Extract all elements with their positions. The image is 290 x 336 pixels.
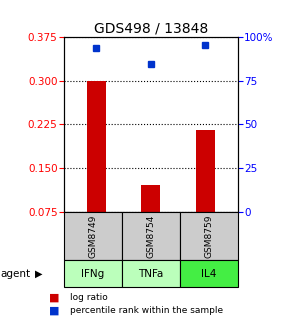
Text: ■: ■: [49, 306, 60, 316]
Bar: [87, 81, 106, 212]
Text: IL4: IL4: [201, 269, 217, 279]
Text: ▶: ▶: [35, 269, 43, 279]
Text: IFNg: IFNg: [81, 269, 104, 279]
Text: GSM8749: GSM8749: [88, 214, 97, 258]
Text: TNFa: TNFa: [138, 269, 164, 279]
Text: percentile rank within the sample: percentile rank within the sample: [70, 306, 223, 315]
Bar: [196, 130, 215, 212]
Text: GSM8754: GSM8754: [146, 214, 155, 258]
Text: ■: ■: [49, 292, 60, 302]
Text: GSM8759: GSM8759: [204, 214, 213, 258]
Bar: [141, 185, 160, 212]
Text: agent: agent: [0, 269, 30, 279]
Title: GDS498 / 13848: GDS498 / 13848: [94, 22, 208, 36]
Text: log ratio: log ratio: [70, 293, 107, 302]
